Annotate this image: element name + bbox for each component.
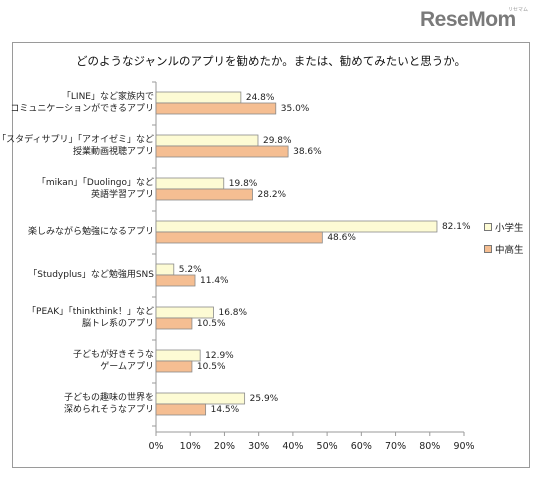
category-label-line: ゲームアプリ — [100, 362, 154, 372]
category-label-line: コミュニケーションができるアプリ — [10, 104, 154, 114]
x-tick-label: 10% — [179, 441, 201, 452]
bar-value-label: 24.8% — [245, 93, 275, 103]
bar-value-label: 10.5% — [196, 319, 226, 329]
bar-elementary — [155, 177, 225, 190]
bar-elementary — [155, 349, 201, 362]
legend-item-elementary: 小学生 — [484, 216, 524, 238]
bar-elementary — [155, 306, 214, 319]
bar-secondary — [155, 188, 253, 201]
bar-value-label: 82.1% — [441, 222, 471, 232]
bar-elementary — [155, 91, 242, 104]
legend-label-elementary: 小学生 — [495, 223, 524, 234]
legend: 小学生 中高生 — [484, 216, 524, 260]
bar-elementary — [155, 392, 246, 405]
bar-value-label: 48.6% — [327, 233, 356, 243]
bar-secondary — [155, 274, 196, 287]
category-label-line: 「Studyplus」など勉強用SNS — [28, 270, 154, 280]
bar-value-label: 29.8% — [262, 136, 292, 146]
x-tick-label: 20% — [213, 441, 235, 452]
legend-item-secondary: 中高生 — [484, 238, 524, 260]
category-label-line: 「スタディサプリ」「アオイゼミ」など — [0, 135, 154, 145]
category-label: 子どもの趣味の世界を 深められそうなアプリ — [64, 392, 154, 416]
resemom-logo-sub: リセマム — [508, 7, 529, 13]
category-label: 子どもが好きそうなゲームアプリ — [73, 349, 154, 373]
bar-value-label: 10.5% — [196, 362, 226, 372]
x-tick-label: 90% — [453, 441, 475, 452]
x-tick-label: 70% — [384, 441, 407, 452]
category-label-line: 脳トレ系のアプリ — [81, 319, 154, 329]
category-label: 「Studyplus」など勉強用SNS — [28, 269, 154, 281]
bar-secondary — [155, 317, 193, 330]
bar-value-label: 5.2% — [178, 265, 202, 275]
category-label-line: 「mikan」「Duolingo」など — [36, 178, 154, 188]
bar-secondary — [155, 403, 207, 416]
bar-secondary — [155, 231, 323, 244]
legend-swatch-elementary — [484, 223, 492, 231]
bar-value-label: 14.5% — [210, 405, 240, 415]
bar-value-label: 25.9% — [249, 394, 279, 404]
chart-title: どのようなジャンルのアプリを勧めたか。または、勧めてみたいと思うか。 — [76, 54, 466, 68]
bar-value-label: 19.8% — [228, 179, 258, 189]
x-tick-label: 0% — [148, 441, 164, 452]
category-label: 「スタディサプリ」「アオイゼミ」など授業動画視聴アプリ — [0, 134, 154, 158]
bar-value-label: 16.8% — [218, 308, 248, 318]
bar-value-label: 35.0% — [280, 104, 310, 114]
x-tick-label: 60% — [350, 441, 372, 452]
x-tick-label: 50% — [316, 441, 338, 452]
resemom-logo: ReseMom — [420, 8, 516, 31]
bar-value-label: 12.9% — [205, 351, 234, 361]
bar-elementary — [155, 220, 438, 233]
legend-label-secondary: 中高生 — [495, 245, 524, 256]
category-label: 「PEAK」「thinkthink！」など脳トレ系のアプリ — [27, 306, 154, 330]
bar-value-label: 28.2% — [257, 190, 287, 200]
category-label-line: 授業動画視聴アプリ — [72, 147, 154, 157]
bar-value-label: 11.4% — [200, 276, 229, 286]
category-label-line: 深められそうなアプリ — [63, 405, 154, 415]
bar-elementary — [155, 263, 175, 276]
category-label-line: 子どもが好きそうな — [72, 350, 154, 360]
category-label-line: 楽しみながら勉強になるアプリ — [27, 227, 154, 237]
bar-elementary — [155, 134, 259, 147]
category-label: 「mikan」「Duolingo」など英語学習アプリ — [37, 177, 154, 201]
category-label-line: 「LINE」など家族内で — [61, 92, 154, 102]
bar-secondary — [155, 145, 289, 158]
legend-swatch-secondary — [484, 245, 492, 253]
bar-secondary — [155, 102, 277, 115]
x-tick-label: 40% — [282, 441, 304, 452]
category-label: 楽しみながら勉強になるアプリ — [28, 226, 154, 238]
category-label-line: 子どもの趣味の世界を — [63, 393, 154, 403]
category-label-line: 英語学習アプリ — [90, 190, 154, 200]
bar-value-label: 38.6% — [293, 147, 322, 157]
x-tick-label: 80% — [419, 441, 441, 452]
bar-secondary — [155, 360, 193, 373]
category-label: 「LINE」など家族内でコミュニケーションができるアプリ — [10, 91, 154, 115]
x-tick-label: 30% — [248, 441, 270, 452]
category-label-line: 「PEAK」「thinkthink！」など — [27, 307, 154, 317]
